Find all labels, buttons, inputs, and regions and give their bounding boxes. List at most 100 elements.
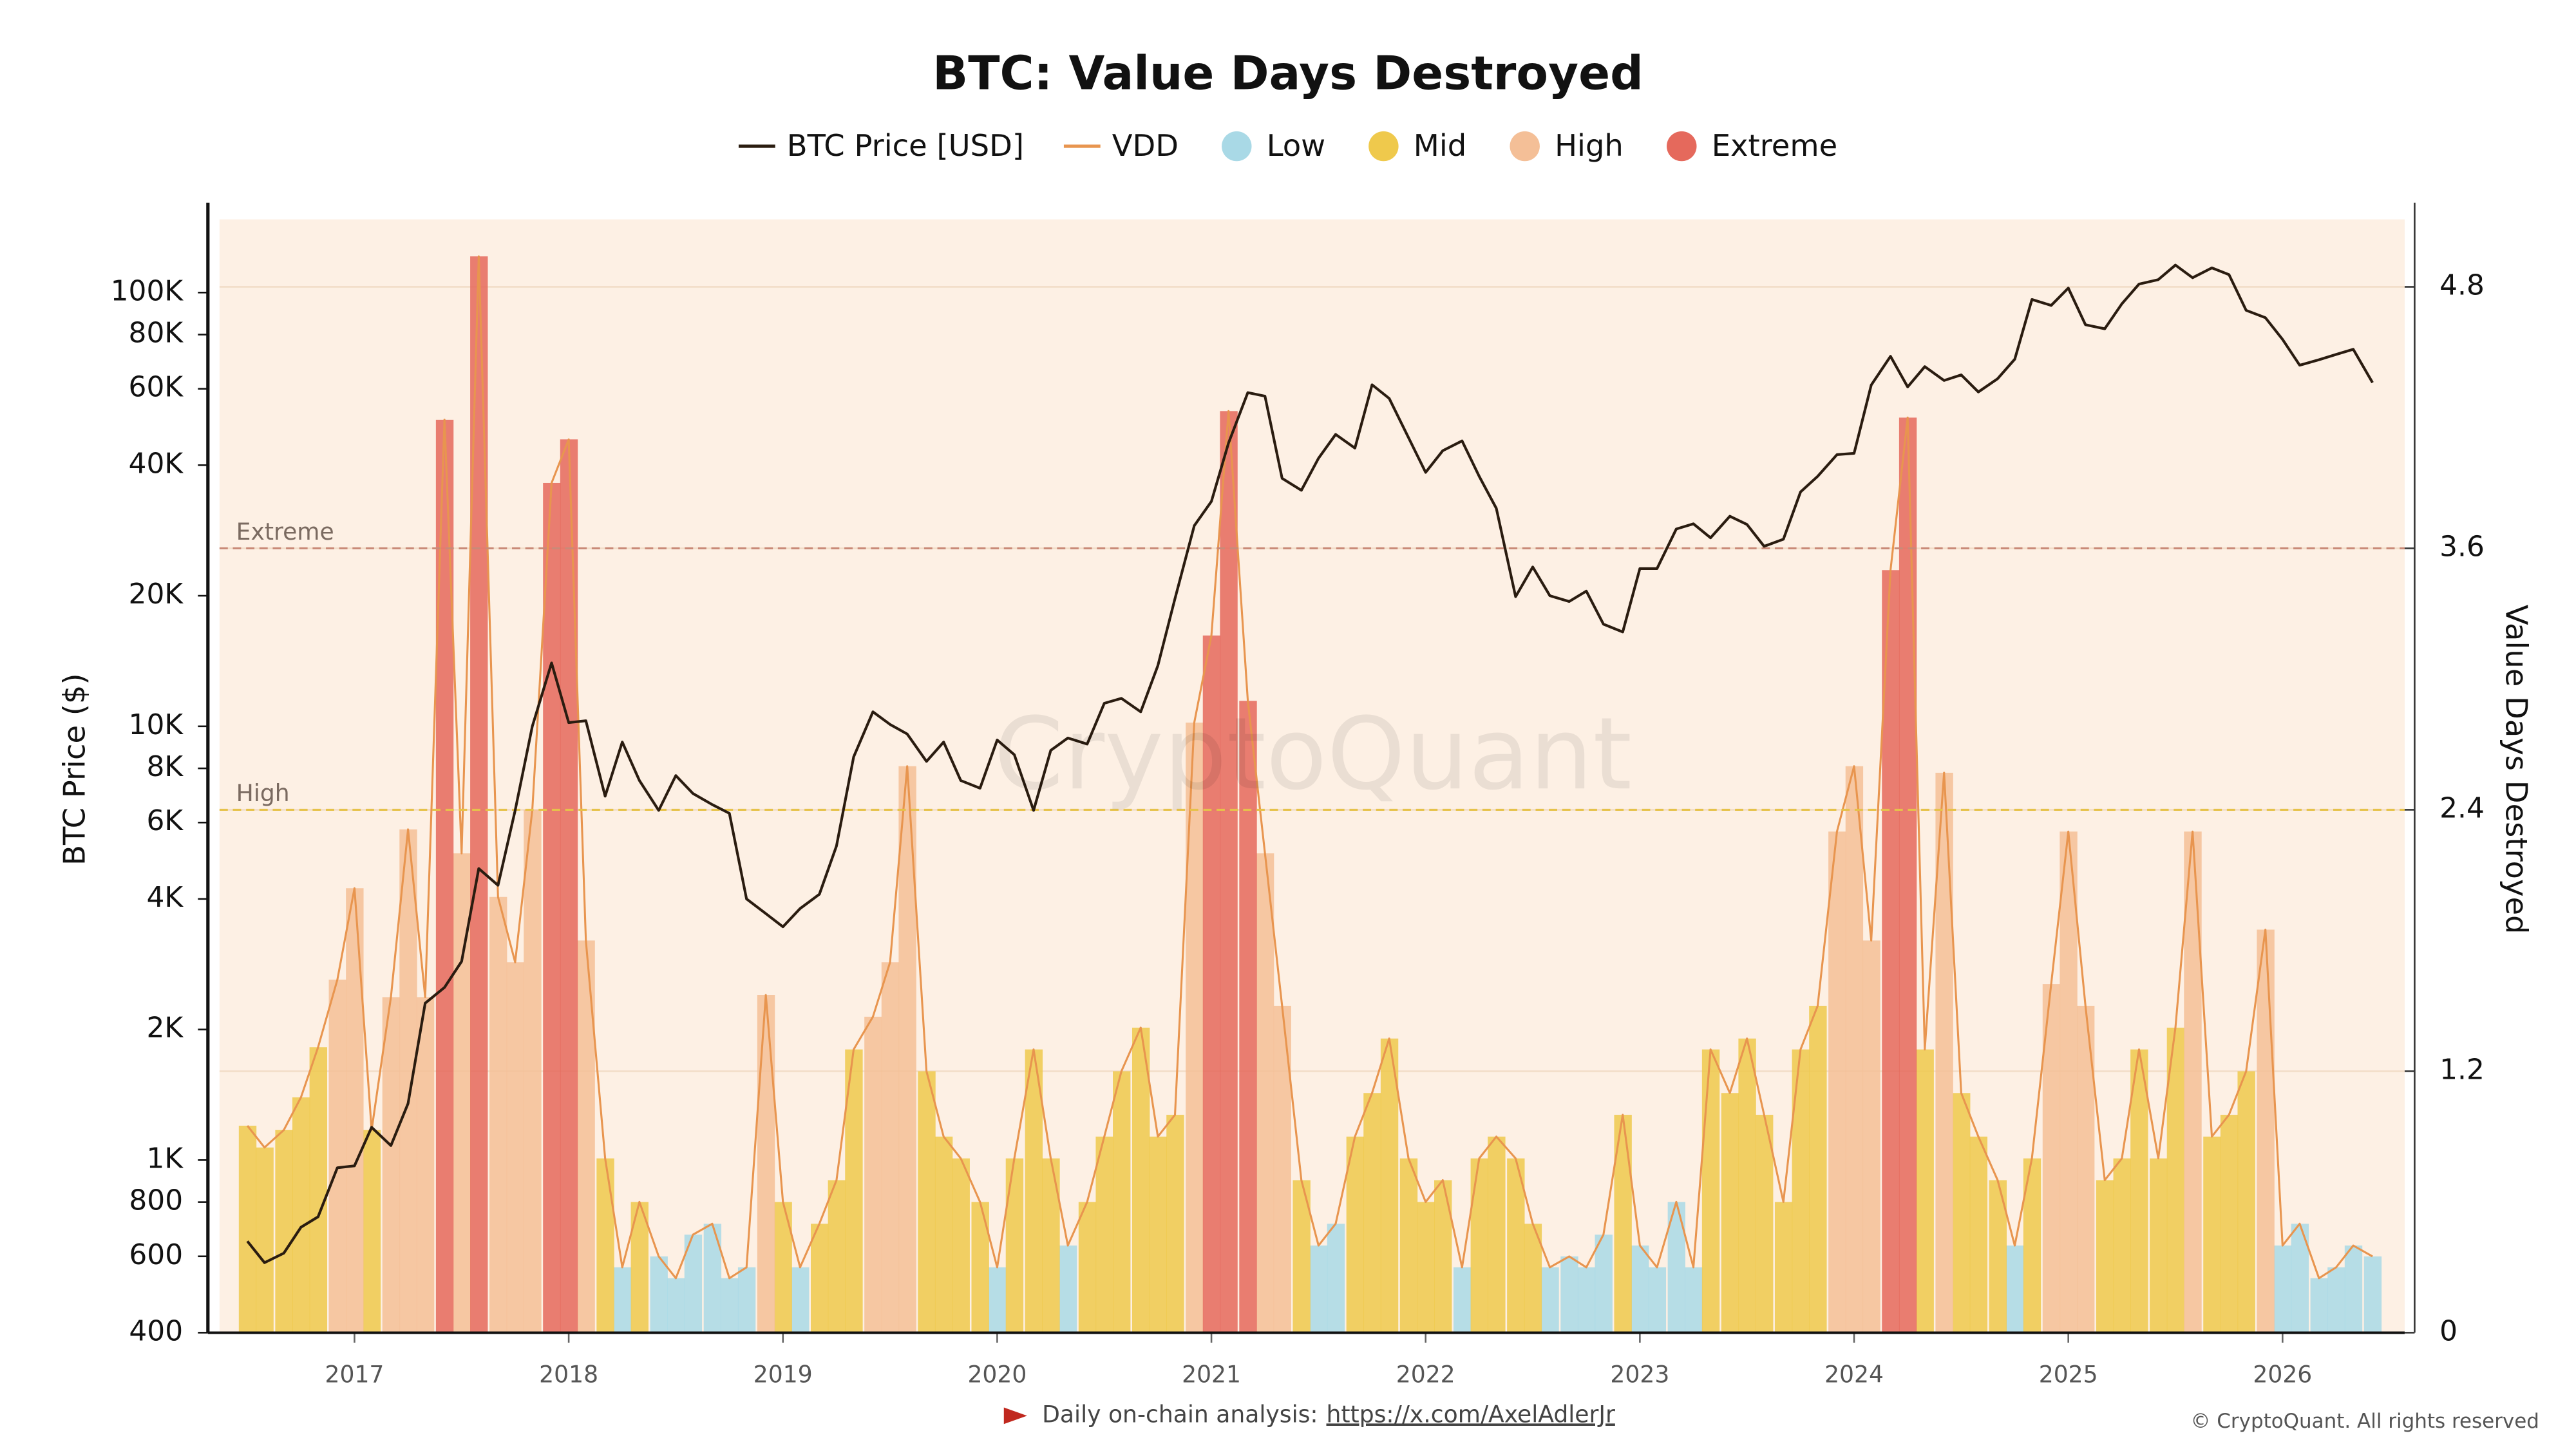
vdd-bar [1488,1136,1506,1333]
legend-item: Low [1222,128,1325,163]
vdd-bar [1327,1224,1345,1333]
vdd-bar [1953,1093,1971,1333]
vdd-bar [667,1278,685,1333]
vdd-bar [1507,1158,1525,1333]
vdd-bar [2150,1158,2168,1333]
vdd-bar [1202,635,1221,1333]
vdd-bar [650,1256,668,1333]
vdd-bar [1166,1115,1184,1333]
vdd-bar [703,1224,722,1333]
vdd-bar [489,896,507,1333]
vdd-bar [989,1267,1007,1333]
vdd-bar [1845,766,1864,1333]
vdd-bars [219,256,2405,1334]
vdd-bar [1541,1267,1559,1333]
vdd-bar [560,439,578,1333]
legend-item: VDD [1063,128,1179,163]
vdd-bar [1828,831,1846,1333]
x-tick-label: 2024 [1824,1360,1884,1388]
price-line [246,263,2374,1264]
y-tick-label: 20K [129,578,184,611]
vdd-bar [470,256,488,1333]
y2-tick-label: 0 [2439,1314,2458,1347]
vdd-bar [1149,1136,1167,1333]
x-tick-label: 2018 [539,1360,598,1388]
vdd-line [246,255,2373,1280]
vdd-bar [1399,1158,1418,1333]
vdd-bar [506,962,525,1333]
vdd-bar [399,829,417,1333]
vdd-bar [1042,1158,1060,1333]
vdd-bar [1969,1136,1988,1333]
y-axis-title: BTC Price ($) [57,673,91,866]
vdd-bar [1631,1245,1649,1333]
y-tick-label: 800 [129,1184,183,1217]
vdd-bar [256,1147,274,1333]
vdd-bar [918,1071,936,1333]
vdd-bar [791,1267,810,1333]
vdd-bar [1595,1235,1613,1333]
legend-label: Extreme [1712,128,1837,163]
vdd-bar [1560,1256,1578,1333]
vdd-bar [1417,1202,1435,1333]
y-tick-label: 60K [129,371,184,404]
legend-label: Mid [1414,128,1466,163]
vdd-bar [1078,1202,1097,1333]
vdd-bar [1005,1158,1024,1333]
vdd-bar [2220,1115,2239,1333]
x-tick-label: 2026 [2253,1360,2312,1388]
reference-label: High [236,779,290,807]
vdd-bar [1434,1180,1452,1333]
vdd-bar [898,766,916,1333]
vdd-bar [2166,1027,2185,1333]
y-tick-label: 600 [129,1238,183,1271]
y2-tick-label: 1.2 [2439,1053,2485,1086]
vdd-bar [363,1130,381,1333]
vdd-bar [328,980,346,1333]
vdd-bar [1648,1267,1667,1333]
y-tick-label: 1K [146,1142,184,1175]
y2-axis-title: Value Days Destroyed [2499,605,2534,934]
footer-link[interactable]: https://x.com/AxelAdlerJr [1327,1400,1616,1428]
vdd-bar [2310,1278,2328,1333]
vdd-bar [543,482,561,1333]
vdd-bar [2060,831,2078,1333]
vdd-bar [1220,411,1238,1333]
vdd-bar [238,1125,257,1333]
x-tick-label: 2020 [967,1360,1027,1388]
legend-marker [1222,131,1252,162]
vdd-bar [1380,1038,1399,1333]
vdd-bar [811,1224,829,1333]
vdd-bar [1025,1049,1043,1333]
legend-marker [1667,131,1697,162]
vdd-bar [1862,940,1880,1333]
y-tick-label: 40K [129,447,184,480]
footer-text: Daily on-chain analysis: [1042,1400,1318,1428]
vdd-bar [2363,1256,2382,1333]
x-tick-label: 2022 [1396,1360,1455,1388]
vdd-bar [1899,417,1917,1333]
vdd-bar [2130,1049,2148,1333]
copyright: © CryptoQuant. All rights reserved [2190,1410,2539,1433]
vdd-bar [2237,1071,2255,1333]
vdd-bar [1721,1093,1739,1333]
vdd-bar [346,888,364,1333]
x-tick-label: 2021 [1182,1360,1241,1388]
y-tick-label: 4K [146,881,184,914]
lines: Extreme High [219,255,2405,1280]
vdd-bar [1701,1049,1720,1333]
vdd-bar [737,1267,756,1333]
vdd-bar [1059,1245,1077,1333]
vdd-bar [416,997,435,1333]
footer-icon [1003,1407,1027,1425]
vdd-bar [2344,1245,2363,1333]
y-tick-label: 8K [146,750,184,783]
chart-title: BTC: Value Days Destroyed [933,47,1643,101]
vdd-bar [1186,723,1204,1333]
y-tick-label: 400 [129,1314,183,1347]
vdd-bar [2096,1180,2114,1333]
x-tick-label: 2025 [2039,1360,2098,1388]
vdd-bar [435,419,454,1333]
